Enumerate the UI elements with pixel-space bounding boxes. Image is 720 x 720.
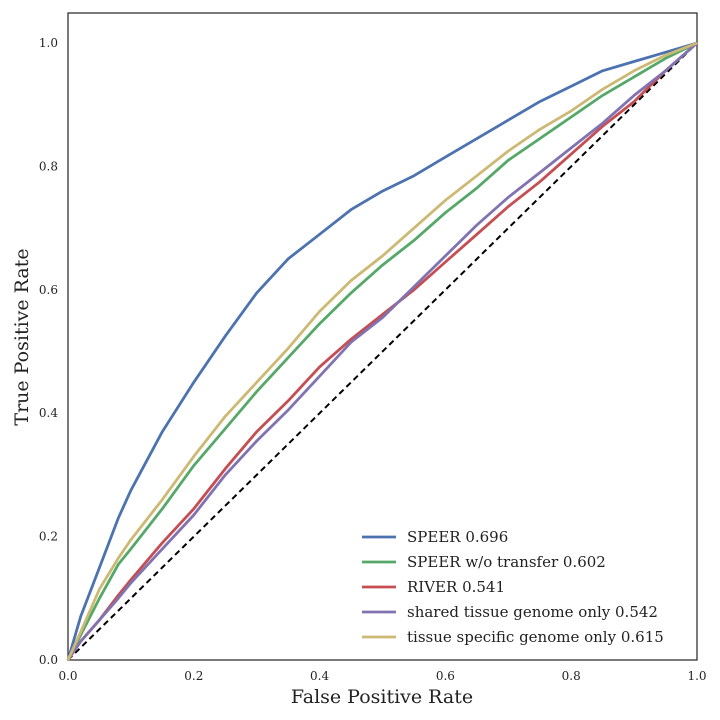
legend-label-4: tissue specific genome only 0.615: [407, 628, 664, 646]
series-lines: [66, 41, 698, 661]
y-axis-title: True Positive Rate: [11, 248, 33, 425]
x-tick-label: 0.0: [58, 669, 77, 683]
y-tick-label: 0.0: [39, 653, 58, 667]
x-axis-ticks: 0.0 0.2 0.4 0.6 0.8 1.0: [58, 669, 706, 683]
x-tick-label: 0.8: [562, 669, 581, 683]
chance-diagonal-line: [67, 42, 698, 661]
legend: SPEER 0.696 SPEER w/o transfer 0.602 RIVER…: [362, 528, 664, 646]
plot-frame: [67, 12, 698, 661]
series-line-1: [66, 41, 698, 661]
y-tick-label: 0.2: [39, 530, 58, 544]
legend-label-2: RIVER 0.541: [407, 578, 505, 596]
legend-label-3: shared tissue genome only 0.542: [407, 603, 658, 621]
x-tick-label: 1.0: [687, 669, 706, 683]
y-tick-label: 1.0: [39, 36, 58, 50]
series-line-0: [66, 41, 698, 661]
legend-label-1: SPEER w/o transfer 0.602: [407, 553, 606, 571]
series-line-3: [66, 41, 698, 661]
y-tick-label: 0.8: [39, 159, 58, 173]
y-axis-ticks: 0.0 0.2 0.4 0.6 0.8 1.0: [39, 36, 58, 667]
series-line-4: [66, 41, 698, 661]
legend-label-0: SPEER 0.696: [407, 528, 508, 546]
y-tick-label: 0.4: [39, 406, 58, 420]
y-tick-label: 0.6: [39, 283, 58, 297]
x-tick-label: 0.4: [310, 669, 329, 683]
x-tick-label: 0.6: [436, 669, 455, 683]
series-line-2: [66, 41, 698, 661]
plot-area: [66, 12, 698, 661]
x-axis-title: False Positive Rate: [291, 686, 473, 708]
x-tick-label: 0.2: [184, 669, 203, 683]
